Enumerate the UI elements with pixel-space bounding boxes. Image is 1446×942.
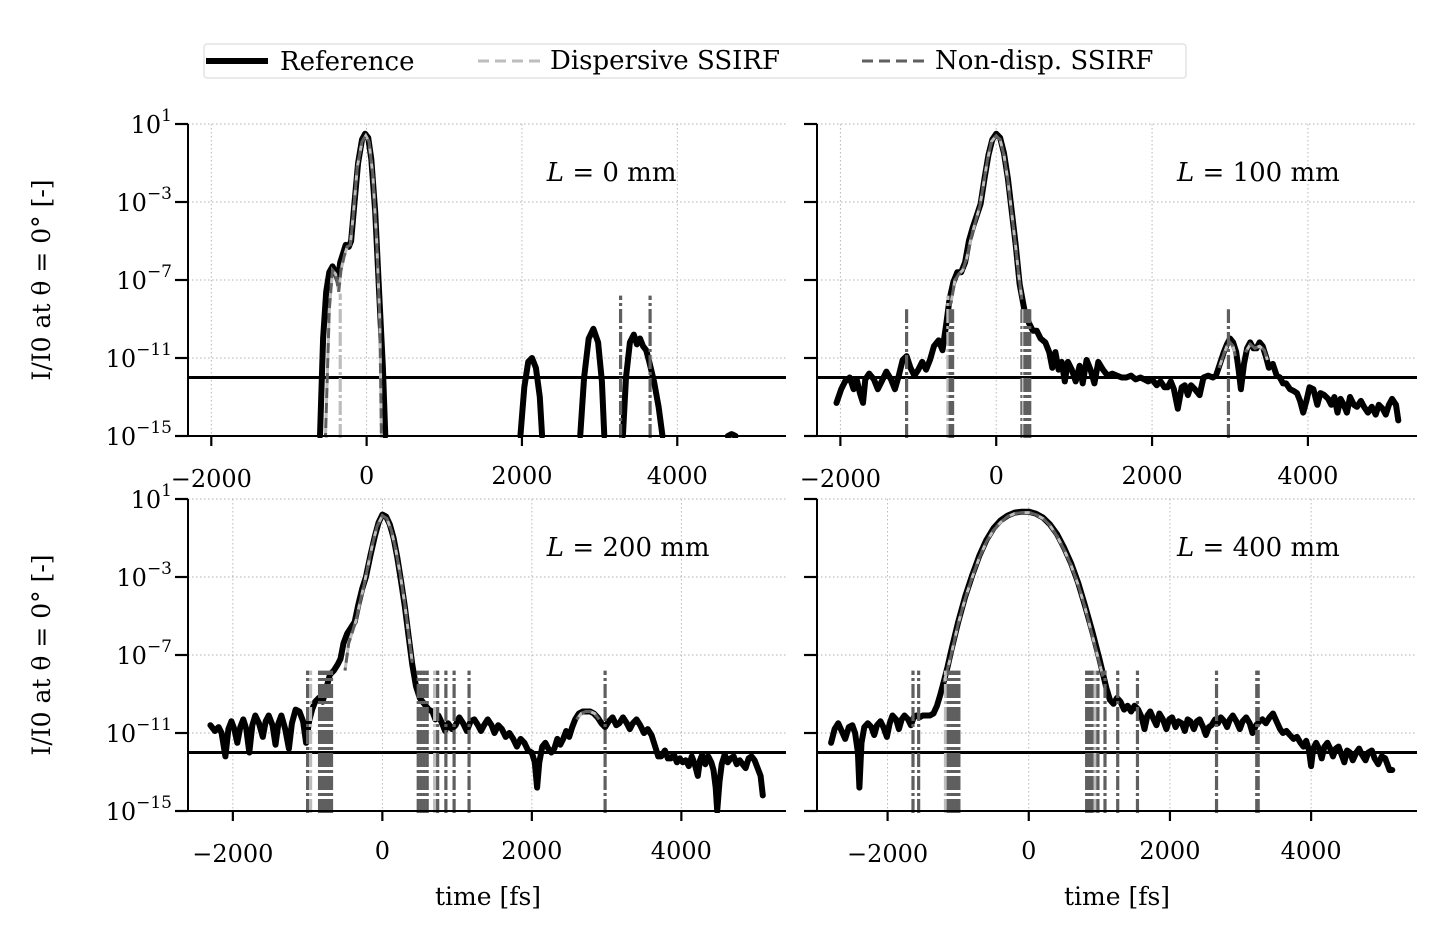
dispersive-ssirf-curve [575,710,601,721]
x-tick-label: 2000 [1122,462,1183,490]
reference-curve [317,130,389,438]
reference-curve [577,325,608,438]
plot-area [817,508,1417,813]
nondisp-ssirf-curve [324,132,383,437]
panels: 101 10−3 10−7 10−11 10−15 −2000 0 2000 4000 L = 0… [106,106,1417,868]
reference-curve [517,355,546,438]
panel-1: 101 10−3 10−7 10−11 10−15 −2000 0 2000 4000 L = 0… [106,106,786,493]
plot-area [817,130,1417,438]
legend-label-reference: Reference [280,47,414,77]
panel-2: −2000 0 2000 4000 L = 100 mm [800,122,1417,493]
svg-text:I/I0 at θ = 0° [-]: I/I0 at θ = 0° [-] [27,179,56,380]
y-axis-label-top: I/I0 at θ = 0° [-] [27,179,56,380]
x-tick-label: 4000 [1281,837,1342,865]
y-tick-label: 10−15 [106,793,172,826]
legend: Reference Dispersive SSIRF Non-disp. SSI… [203,43,1187,79]
nondisp-ssirf-curve [575,710,601,721]
x-tick-label: 2000 [491,462,552,490]
y-tick-label: 10−3 [116,184,172,217]
y-tick-label: 10−3 [116,559,172,592]
x-axis-label-right: time [fs] [1064,882,1170,911]
nondisp-ssirf-curve [343,513,414,671]
reference-curve [833,130,1402,424]
x-tick-label: −2000 [171,465,252,493]
legend-label-nondisp: Non-disp. SSIRF [935,46,1153,76]
legend-label-dispersive: Dispersive SSIRF [550,46,780,76]
x-tick-label: 0 [359,462,374,490]
y-tick-label: 101 [131,481,172,514]
svg-text:I/I0 at θ = 0° [-]: I/I0 at θ = 0° [-] [27,554,56,755]
dispersive-ssirf-curve [1217,339,1237,369]
x-tick-label: 2000 [501,837,562,865]
y-tick-label: 10−7 [116,637,172,670]
x-tick-label: 0 [375,837,390,865]
x-tick-label: 4000 [651,837,712,865]
panel-title: L = 0 mm [546,158,677,188]
x-tick-label: 2000 [1139,837,1200,865]
y-tick-label: 101 [131,106,172,139]
x-tick-label: −2000 [847,840,928,868]
y-tick-label: 10−7 [116,262,172,295]
legend-frame [203,43,1187,79]
nondisp-ssirf-curve [949,133,1024,304]
y-tick-label: 10−11 [106,340,172,373]
x-tick-label: −2000 [800,465,881,493]
panel-4: −2000 0 2000 4000 L = 400 mm [804,497,1417,868]
x-axis-label-left: time [fs] [435,882,541,911]
panel-title: L = 400 mm [1176,533,1340,563]
plot-area [188,511,786,813]
y-axis-label-bottom: I/I0 at θ = 0° [-] [27,554,56,755]
x-tick-label: 0 [1021,837,1036,865]
x-tick-label: 0 [989,462,1004,490]
panel-title: L = 100 mm [1176,158,1340,188]
nondisp-ssirf-curve [942,511,1105,683]
reference-curve [619,331,666,438]
reference-curve [207,511,766,813]
x-tick-label: −2000 [192,840,273,868]
y-tick-label: 10−11 [106,715,172,748]
dispersive-ssirf-curve [324,132,383,437]
reference-curve [828,508,1396,791]
panel-3: 101 10−3 10−7 10−11 10−15 −2000 0 2000 4000 L = 2… [106,481,786,868]
x-tick-label: 4000 [647,462,708,490]
nondisp-ssirf-curve [1244,342,1269,361]
plot-area [188,130,786,438]
x-tick-label: 4000 [1277,462,1338,490]
panel-title: L = 200 mm [546,533,710,563]
y-tick-label: 10−15 [106,418,172,451]
